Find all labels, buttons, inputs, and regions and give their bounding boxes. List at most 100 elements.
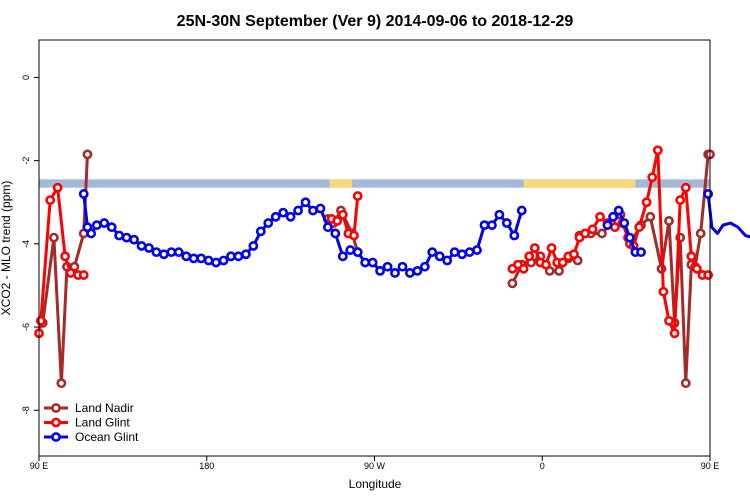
data-point xyxy=(608,211,618,222)
data-point xyxy=(703,270,714,280)
data-point xyxy=(501,218,512,228)
data-point xyxy=(529,243,540,253)
data-point xyxy=(60,251,70,262)
x-axis-label: Longitude xyxy=(349,477,402,491)
series-line xyxy=(706,193,750,239)
y-tick-label: -8 xyxy=(21,406,31,414)
data-point xyxy=(151,247,162,258)
x-axis: 90 E 180 90 W 0 90 E xyxy=(30,456,719,471)
data-point xyxy=(158,249,169,260)
data-point xyxy=(308,205,318,216)
data-point xyxy=(442,255,453,266)
data-point xyxy=(218,255,229,266)
data-point xyxy=(664,216,674,226)
data-point xyxy=(337,209,348,220)
data-point xyxy=(652,145,663,156)
y-tick-label: 0 xyxy=(21,75,31,80)
data-point xyxy=(367,257,378,268)
data-point xyxy=(375,265,385,276)
data-point xyxy=(595,211,605,222)
data-point xyxy=(479,220,490,231)
data-point xyxy=(464,247,475,258)
data-point xyxy=(641,197,652,208)
y-tick-label: -6 xyxy=(21,323,31,331)
data-point xyxy=(35,315,46,326)
data-point xyxy=(337,251,348,262)
data-point xyxy=(546,243,557,253)
data-point xyxy=(675,195,686,206)
legend-marker xyxy=(51,432,61,442)
data-point xyxy=(390,268,400,278)
data-point xyxy=(494,209,505,220)
data-point xyxy=(541,259,551,270)
data-point xyxy=(263,218,274,228)
data-point xyxy=(99,218,110,228)
data-point xyxy=(636,247,646,258)
data-point xyxy=(248,241,259,251)
data-point xyxy=(472,245,482,255)
data-point xyxy=(233,251,244,262)
data-point xyxy=(619,218,630,228)
data-point xyxy=(557,257,568,268)
data-point xyxy=(352,247,363,258)
x-tick-label: 90 E xyxy=(30,461,49,471)
x-tick-label: 90 W xyxy=(364,461,386,471)
data-point xyxy=(56,378,67,389)
data-point xyxy=(524,251,535,262)
data-point xyxy=(405,268,415,278)
land-band-segment xyxy=(329,179,353,188)
data-point xyxy=(121,232,132,243)
data-point xyxy=(658,286,669,297)
data-point xyxy=(664,315,674,326)
data-point xyxy=(610,222,620,233)
data-point xyxy=(278,207,289,218)
y-tick-label: -2 xyxy=(21,157,31,165)
data-point xyxy=(300,197,311,208)
x-tick-label: 180 xyxy=(199,461,214,471)
data-point xyxy=(349,230,359,241)
data-point xyxy=(91,220,102,231)
data-point xyxy=(397,261,408,272)
data-point xyxy=(332,216,343,226)
data-point xyxy=(345,245,356,255)
y-tick-label: -4 xyxy=(21,240,31,248)
series-line xyxy=(693,152,710,267)
y-axis: 0 -2 -4 -6 -8 xyxy=(21,75,39,414)
data-point xyxy=(173,247,184,258)
data-point xyxy=(647,172,658,183)
chart-title: 25N-30N September (Ver 9) 2014-09-06 to … xyxy=(177,13,574,30)
series-layer xyxy=(34,145,750,389)
data-point xyxy=(554,265,564,276)
data-point xyxy=(613,205,624,216)
data-point xyxy=(211,257,221,268)
data-point xyxy=(330,228,341,239)
data-point xyxy=(382,261,393,272)
data-point xyxy=(106,222,117,233)
data-point xyxy=(669,328,680,339)
data-point xyxy=(129,234,139,245)
data-point xyxy=(86,228,97,239)
data-point xyxy=(624,232,635,243)
data-point xyxy=(360,257,371,268)
data-point xyxy=(52,182,63,193)
data-point xyxy=(449,247,460,258)
data-point xyxy=(270,211,281,222)
data-point xyxy=(65,268,76,278)
y-axis-label: XCO2 - MLO trend (ppm) xyxy=(0,181,13,316)
data-point xyxy=(45,195,56,206)
data-point xyxy=(516,205,527,216)
data-point xyxy=(114,230,125,241)
x-tick-label: 0 xyxy=(540,461,545,471)
data-point xyxy=(602,220,613,231)
data-point xyxy=(487,220,497,231)
data-point xyxy=(188,253,199,264)
data-point xyxy=(457,249,468,260)
legend-marker xyxy=(51,403,61,413)
data-point xyxy=(569,249,579,260)
data-point xyxy=(255,226,266,237)
data-point xyxy=(634,222,645,233)
data-point xyxy=(509,230,520,241)
data-point xyxy=(680,378,691,389)
